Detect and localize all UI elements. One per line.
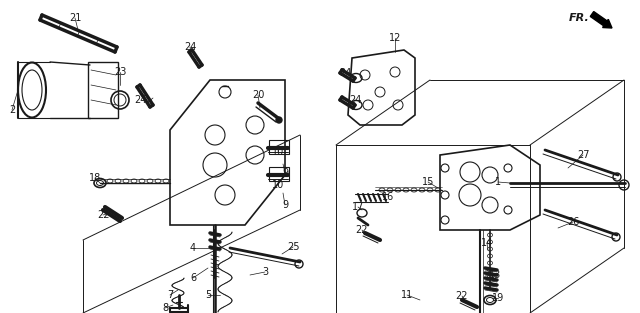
Text: 23: 23 (114, 67, 126, 77)
Text: FR.: FR. (569, 13, 590, 23)
Text: 18: 18 (89, 173, 101, 183)
Text: 25: 25 (287, 242, 300, 252)
Text: 11: 11 (401, 290, 413, 300)
Text: 8: 8 (162, 303, 168, 313)
FancyArrow shape (590, 12, 612, 28)
Bar (88, 62, 118, 118)
Text: 15: 15 (422, 177, 434, 187)
Text: 6: 6 (190, 273, 196, 283)
Text: 1: 1 (495, 177, 501, 187)
Bar (269, 140, 289, 154)
Text: 13: 13 (489, 270, 501, 280)
Text: 24: 24 (339, 68, 351, 78)
Text: 3: 3 (262, 267, 268, 277)
Text: 10: 10 (272, 180, 284, 190)
Text: 19: 19 (492, 293, 504, 303)
Text: 5: 5 (205, 290, 211, 300)
Text: 12: 12 (389, 33, 401, 43)
Text: 16: 16 (382, 192, 394, 202)
Text: 27: 27 (577, 150, 589, 160)
Text: 22: 22 (456, 291, 468, 301)
Text: 20: 20 (252, 90, 264, 100)
Text: 24: 24 (134, 95, 146, 105)
Text: 26: 26 (567, 217, 579, 227)
Text: 21: 21 (69, 13, 81, 23)
Circle shape (276, 117, 282, 123)
Text: 17: 17 (352, 202, 364, 212)
Bar (269, 167, 289, 181)
Text: 14: 14 (481, 238, 493, 248)
Text: 9: 9 (282, 168, 288, 178)
Text: 24: 24 (184, 42, 196, 52)
Text: 7: 7 (167, 290, 173, 300)
Text: 2: 2 (9, 105, 15, 115)
Text: 22: 22 (356, 225, 368, 235)
Text: 4: 4 (190, 243, 196, 253)
Text: 22: 22 (97, 210, 109, 220)
Text: 24: 24 (349, 95, 361, 105)
Text: 9: 9 (282, 200, 288, 210)
Text: 10: 10 (272, 147, 284, 157)
